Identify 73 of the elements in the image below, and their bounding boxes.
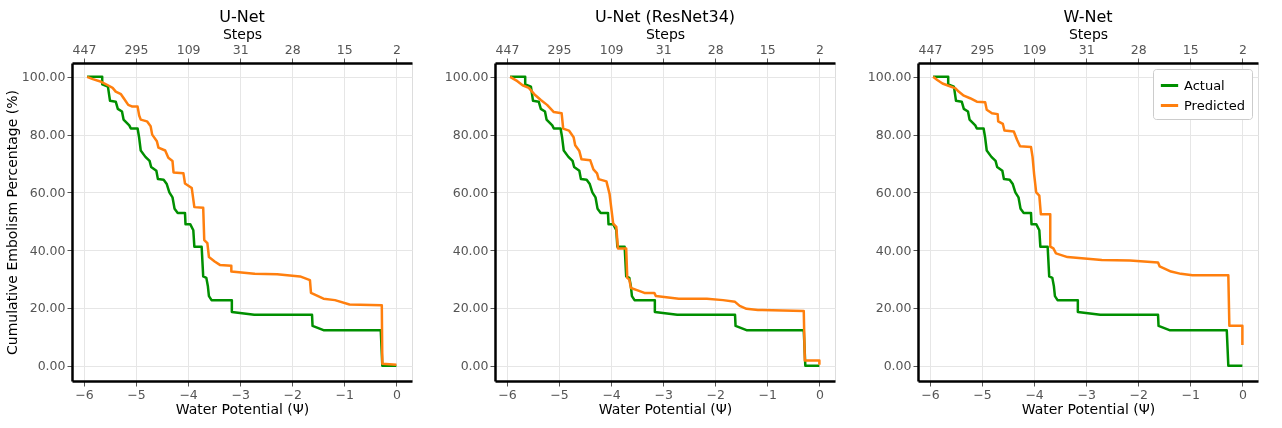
y-tick-label: 20.00 xyxy=(875,300,912,316)
text: 109 xyxy=(1022,41,1047,57)
x-tick-label: −5 xyxy=(127,386,146,402)
x-axis-title: Water Potential (Ψ) xyxy=(175,401,310,417)
x-tick-label: −3 xyxy=(1077,386,1096,402)
x-tick-label: −4 xyxy=(602,386,621,402)
legend-label: Actual xyxy=(1184,77,1225,93)
text: 31 xyxy=(232,41,249,57)
x-tick-label: −5 xyxy=(973,386,992,402)
x-tick-label: −6 xyxy=(75,386,94,402)
text: 15 xyxy=(336,41,353,57)
line-series xyxy=(85,75,398,367)
x-tick-label: −2 xyxy=(706,386,725,402)
legend-label: Predicted xyxy=(1184,97,1246,113)
y-tick-label: 20.00 xyxy=(29,300,66,316)
y-tick-label: 0.00 xyxy=(883,358,912,374)
text: 109 xyxy=(599,41,624,57)
text: 295 xyxy=(970,41,995,57)
y-tick-label: 40.00 xyxy=(875,242,912,258)
y-tick-label: 100.00 xyxy=(444,69,489,85)
text: 28 xyxy=(707,41,724,57)
x-tick-label: −6 xyxy=(498,386,517,402)
y-tick-label: 40.00 xyxy=(29,242,66,258)
y-tick-label: 60.00 xyxy=(875,184,912,200)
x2-axis-title: Steps xyxy=(645,25,686,42)
text: 109 xyxy=(176,41,201,57)
x-tick-label: −2 xyxy=(283,386,302,402)
y-tick-label: 40.00 xyxy=(452,242,489,258)
y-tick-label: 0.00 xyxy=(460,358,489,374)
x-tick-label: −4 xyxy=(179,386,198,402)
x-tick-label: −1 xyxy=(758,386,778,402)
x-tick-label: −6 xyxy=(921,386,940,402)
text: 28 xyxy=(1130,41,1147,57)
text: 15 xyxy=(1182,41,1199,57)
x2-axis-title: Steps xyxy=(1068,25,1109,42)
text: 2 xyxy=(392,41,401,57)
y-tick-label: 80.00 xyxy=(452,127,489,143)
text: 31 xyxy=(655,41,672,57)
text: 447 xyxy=(918,41,943,57)
x-axis-title: Water Potential (Ψ) xyxy=(598,401,733,417)
x-tick-label: −1 xyxy=(1181,386,1201,402)
x-tick-label: 0 xyxy=(392,386,401,402)
y-tick-label: 0.00 xyxy=(37,358,66,374)
y-tick-label: 80.00 xyxy=(875,127,912,143)
chart-title: W-Net xyxy=(1063,7,1113,26)
text: 295 xyxy=(547,41,572,57)
text: 15 xyxy=(759,41,776,57)
x-tick-label: −5 xyxy=(550,386,569,402)
y-axis-title: Cumulative Embolism Percentage (%) xyxy=(3,90,20,355)
x-tick-label: 0 xyxy=(815,386,824,402)
text: 2 xyxy=(815,41,824,57)
y-tick-label: 60.00 xyxy=(452,184,489,200)
text: 28 xyxy=(284,41,301,57)
text: 31 xyxy=(1078,41,1095,57)
y-tick-label: 20.00 xyxy=(452,300,489,316)
x-axis-title: Water Potential (Ψ) xyxy=(1021,401,1156,417)
text: 2 xyxy=(1238,41,1247,57)
x2-axis-title: Steps xyxy=(222,25,263,42)
y-tick-label: 100.00 xyxy=(21,69,66,85)
y-tick-label: 80.00 xyxy=(29,127,66,143)
x-tick-label: −3 xyxy=(231,386,250,402)
y-tick-label: 60.00 xyxy=(29,184,66,200)
x-tick-label: −2 xyxy=(1129,386,1148,402)
chart-title: U-Net xyxy=(219,7,265,26)
text: 447 xyxy=(72,41,97,57)
text: 447 xyxy=(495,41,520,57)
y-tick-label: 100.00 xyxy=(867,69,912,85)
x-tick-label: −1 xyxy=(335,386,355,402)
text: 295 xyxy=(124,41,149,57)
chart-title: U-Net (ResNet34) xyxy=(594,7,736,26)
x-tick-label: −3 xyxy=(654,386,673,402)
x-tick-label: 0 xyxy=(1238,386,1247,402)
x-tick-label: −4 xyxy=(1025,386,1044,402)
